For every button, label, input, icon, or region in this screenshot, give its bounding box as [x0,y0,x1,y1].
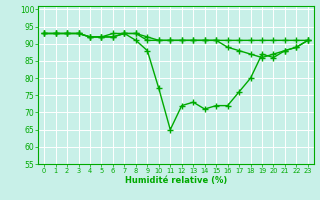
X-axis label: Humidité relative (%): Humidité relative (%) [125,176,227,185]
